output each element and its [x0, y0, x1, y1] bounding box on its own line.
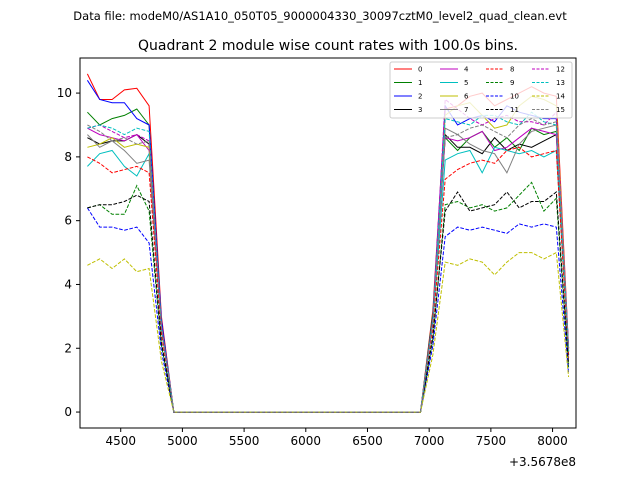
series-15-line: [87, 118, 570, 413]
legend-label-13: 13: [556, 79, 565, 87]
legend-label-7: 7: [464, 106, 468, 114]
series-14-line: [87, 251, 570, 413]
y-tick-label: 10: [57, 86, 72, 100]
x-tick-label: 4500: [105, 434, 136, 448]
legend-label-4: 4: [464, 66, 469, 74]
series-layer: [86, 73, 570, 413]
x-tick-label: 7500: [476, 434, 507, 448]
legend-label-15: 15: [556, 106, 565, 114]
y-tick-label: 6: [64, 214, 72, 228]
y-axis: 0 2 4 6 8 10: [57, 86, 80, 419]
legend-label-1: 1: [418, 79, 422, 87]
y-tick-label: 8: [64, 150, 72, 164]
series-4-line: [87, 127, 570, 413]
legend-label-5: 5: [464, 79, 468, 87]
x-tick-label: 8000: [537, 434, 568, 448]
legend-label-10: 10: [510, 93, 519, 101]
legend-label-8: 8: [510, 66, 514, 74]
suptitle: Data file: modeM0/AS1A10_050T05_90000043…: [73, 9, 567, 23]
legend-box: [389, 61, 573, 119]
legend-label-14: 14: [556, 93, 565, 101]
x-tick-label: 6500: [352, 434, 383, 448]
x-tick-label: 5000: [167, 434, 198, 448]
x-tick-label: 5500: [229, 434, 260, 448]
series-1-line: [87, 108, 570, 413]
x-tick-label: 7000: [414, 434, 445, 448]
y-tick-label: 2: [64, 341, 72, 355]
series-0-line: [86, 73, 570, 413]
x-offset-label: +3.5678e8: [509, 455, 576, 469]
legend-label-11: 11: [510, 106, 519, 114]
series-2-line: [86, 80, 570, 413]
series-7-line: [87, 124, 570, 413]
chart-title: Quadrant 2 module wise count rates with …: [138, 38, 518, 54]
plot-frame: [79, 57, 577, 429]
legend-label-0: 0: [418, 66, 422, 74]
series-6-line: [87, 95, 570, 413]
y-tick-label: 4: [64, 277, 72, 291]
legend-label-9: 9: [510, 79, 514, 87]
legend-label-3: 3: [418, 106, 422, 114]
legend-label-12: 12: [556, 66, 565, 74]
x-tick-label: 6000: [291, 434, 322, 448]
legend-label-2: 2: [418, 93, 422, 101]
legend-label-6: 6: [464, 93, 469, 101]
x-axis: 4500 5000 5500 6000 6500 7000 7500 8000: [105, 428, 568, 448]
y-tick-label: 0: [64, 405, 72, 419]
